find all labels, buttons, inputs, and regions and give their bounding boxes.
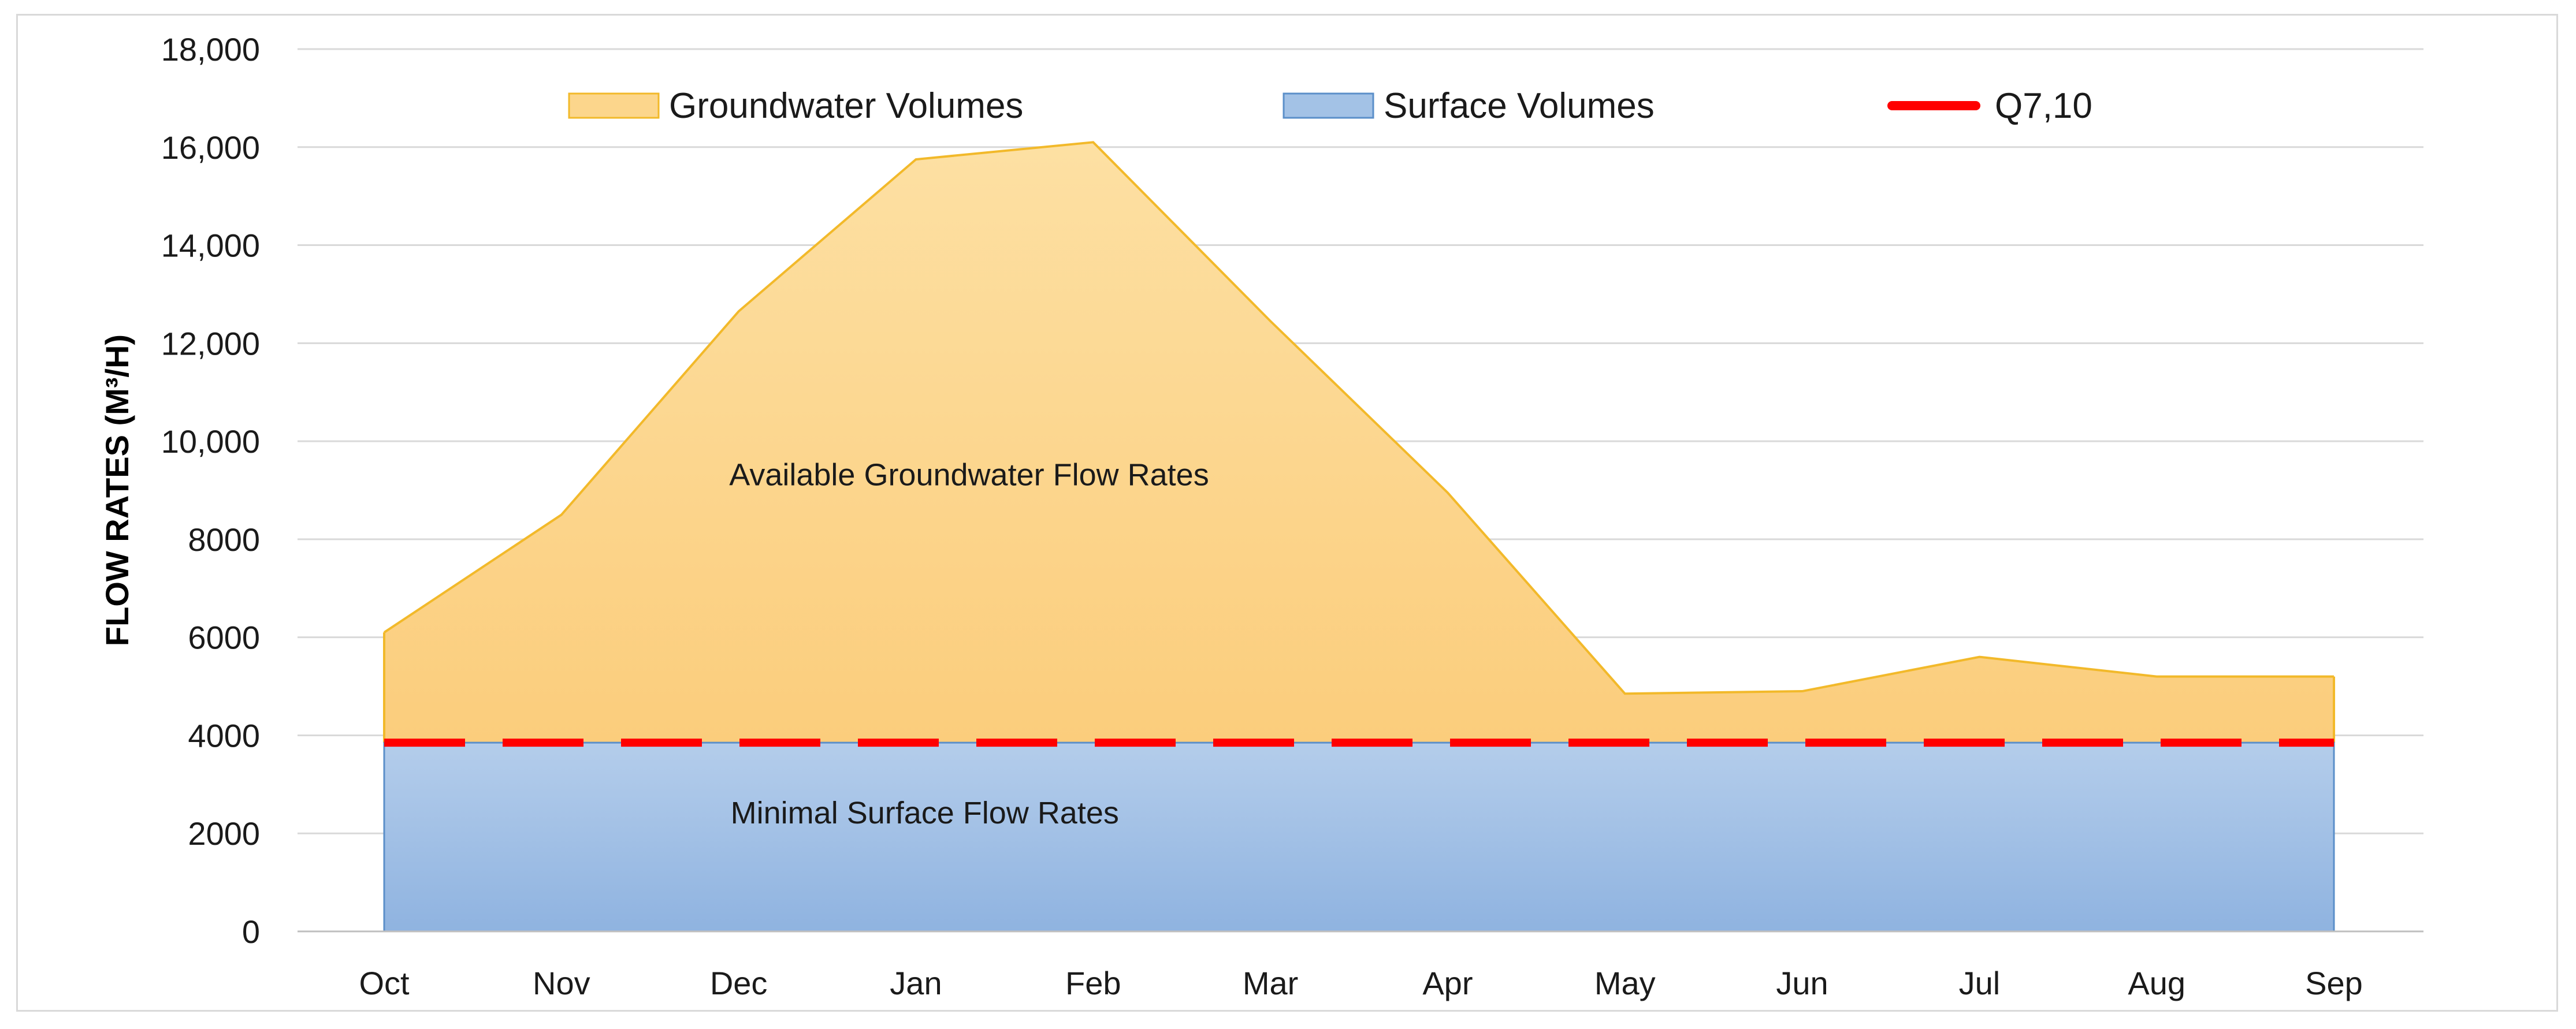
annotations: Available Groundwater Flow Rates Minimal … bbox=[729, 458, 1209, 831]
x-tick-label: Jul bbox=[1959, 965, 2001, 1001]
x-tick-label: Feb bbox=[1065, 965, 1121, 1001]
y-tick-label: 2000 bbox=[188, 815, 260, 852]
groundwater-outline bbox=[383, 141, 2334, 695]
x-tick-label: May bbox=[1594, 965, 1656, 1001]
x-tick-label: Dec bbox=[710, 965, 768, 1001]
surface-area bbox=[383, 741, 2335, 933]
y-tick-label: 18,000 bbox=[161, 31, 260, 68]
groundwater-area-label: Available Groundwater Flow Rates bbox=[729, 458, 1209, 493]
legend: Groundwater Volumes Surface Volumes Q7,10 bbox=[568, 86, 2092, 126]
legend-groundwater-swatch bbox=[568, 92, 660, 119]
y-axis-label: FLOW RATES (M³/H) bbox=[99, 334, 135, 646]
groundwater-area bbox=[384, 142, 2334, 743]
legend-groundwater-label: Groundwater Volumes bbox=[669, 86, 1023, 126]
surface-area-label: Minimal Surface Flow Rates bbox=[731, 796, 1119, 830]
y-tick-label: 6000 bbox=[188, 620, 260, 656]
axes: 0 2000 4000 6000 8000 10,000 12,000 14,000 16,00… bbox=[99, 31, 2423, 1001]
x-tick-label: Apr bbox=[1422, 965, 1473, 1001]
x-tick-label: Sep bbox=[2305, 965, 2363, 1001]
x-tick-label: Aug bbox=[2128, 965, 2185, 1001]
x-tick-label: Mar bbox=[1243, 965, 1298, 1001]
x-tick-label: Oct bbox=[359, 965, 410, 1001]
legend-surface-label: Surface Volumes bbox=[1384, 86, 1655, 126]
legend-surface-swatch bbox=[1283, 92, 1374, 119]
y-tick-label: 12,000 bbox=[161, 325, 260, 361]
areas bbox=[383, 141, 2335, 933]
x-tick-label: Jan bbox=[890, 965, 942, 1001]
y-tick-label: 0 bbox=[242, 914, 260, 950]
y-tick-label: 8000 bbox=[188, 521, 260, 558]
x-tick-label: Nov bbox=[533, 965, 590, 1001]
y-tick-label: 16,000 bbox=[161, 129, 260, 166]
y-tick-label: 14,000 bbox=[161, 228, 260, 264]
legend-q710-label: Q7,10 bbox=[1995, 86, 2092, 126]
y-tick-label: 4000 bbox=[188, 717, 260, 754]
x-tick-label: Jun bbox=[1776, 965, 1828, 1001]
y-tick-label: 10,000 bbox=[161, 423, 260, 460]
